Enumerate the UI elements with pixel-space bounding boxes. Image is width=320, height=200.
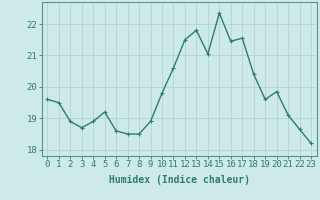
X-axis label: Humidex (Indice chaleur): Humidex (Indice chaleur) (109, 175, 250, 185)
